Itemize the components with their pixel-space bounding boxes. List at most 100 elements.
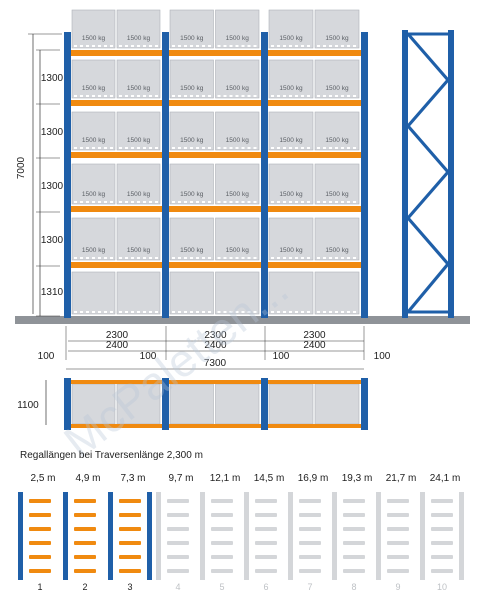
- legend-beam: [255, 527, 277, 531]
- load-label: 1500 kg: [82, 191, 106, 198]
- legend-beam: [299, 499, 321, 503]
- pallet-slat: [155, 95, 158, 97]
- load-label: 1500 kg: [180, 35, 204, 42]
- legend-beam: [167, 499, 189, 503]
- pallet-slat: [223, 311, 227, 313]
- top-view-beam: [267, 424, 361, 428]
- side-frame-brace: [406, 78, 450, 128]
- pallet-slat: [172, 257, 175, 259]
- legend-beam: [29, 513, 51, 517]
- pallet-slat: [190, 311, 193, 313]
- pallet-slat: [184, 147, 187, 149]
- pallet-slat: [229, 257, 233, 259]
- pallet-slat: [202, 147, 205, 149]
- pallet-slat: [125, 311, 128, 313]
- pallet-slat: [208, 311, 211, 313]
- pallet-slat: [131, 201, 134, 203]
- side-frame-brace: [406, 216, 450, 266]
- load-label: 1500 kg: [180, 137, 204, 144]
- pallet-slat: [86, 257, 89, 259]
- legend-number: 10: [437, 582, 447, 592]
- bay-length-label: 2400: [204, 340, 227, 351]
- pallet-box: [268, 9, 314, 49]
- legend-beam: [255, 541, 277, 545]
- pallet-slat: [125, 45, 128, 47]
- pallet-slat: [307, 311, 310, 313]
- pallet-slat: [241, 201, 245, 203]
- pallet-slat: [172, 147, 175, 149]
- top-view-beam: [168, 380, 261, 384]
- beam-length-label: 2300: [303, 330, 326, 341]
- load-label: 1500 kg: [82, 35, 106, 42]
- legend-number: 4: [175, 582, 180, 592]
- pallet-box: [268, 217, 314, 261]
- pallet-slat: [137, 45, 140, 47]
- pallet-slat: [301, 147, 304, 149]
- beam: [70, 50, 162, 56]
- bay-length-label: 2400: [303, 340, 326, 351]
- pallet-slat: [217, 45, 221, 47]
- pallet-slat: [80, 45, 83, 47]
- pallet-slat: [353, 95, 356, 97]
- legend-beam: [431, 527, 453, 531]
- pallet-slat: [301, 201, 304, 203]
- legend-number: 6: [263, 582, 268, 592]
- pallet-slat: [217, 95, 221, 97]
- legend-beam: [167, 527, 189, 531]
- pallet-slat: [329, 95, 332, 97]
- top-view-pallet: [314, 383, 360, 425]
- pallet-slat: [217, 311, 221, 313]
- pallet-slat: [149, 201, 152, 203]
- pallet-slat: [241, 95, 245, 97]
- legend-post: [18, 492, 23, 580]
- pallet-slat: [178, 201, 181, 203]
- pallet-slat: [289, 45, 292, 47]
- pallet-slat: [143, 95, 146, 97]
- upright: [64, 32, 71, 318]
- pallet-slat: [149, 45, 152, 47]
- pallet-slat: [131, 45, 134, 47]
- pallet-slat: [155, 45, 158, 47]
- pallet-slat: [110, 257, 113, 259]
- pallet-slat: [295, 147, 298, 149]
- pallet-slat: [247, 45, 251, 47]
- pallet-box: [71, 271, 116, 315]
- pallet-slat: [289, 201, 292, 203]
- pallet-slat: [86, 147, 89, 149]
- pallet-slat: [277, 45, 280, 47]
- pallet-slat: [74, 257, 77, 259]
- pallet-slat: [253, 201, 257, 203]
- legend-beam: [29, 569, 51, 573]
- load-label: 1500 kg: [82, 85, 106, 92]
- floor: [15, 316, 470, 324]
- pallet-slat: [217, 147, 221, 149]
- pallet-slat: [307, 147, 310, 149]
- pallet-box: [169, 59, 214, 99]
- beam: [168, 152, 261, 158]
- legend-beam: [29, 555, 51, 559]
- pallet-slat: [131, 257, 134, 259]
- legend-number: 2: [82, 582, 87, 592]
- pallet-slat: [283, 147, 286, 149]
- pallet-slat: [353, 311, 356, 313]
- pallet-slat: [223, 147, 227, 149]
- pallet-slat: [289, 147, 292, 149]
- pallet-slat: [184, 201, 187, 203]
- pallet-box: [268, 59, 314, 99]
- pallet-slat: [202, 95, 205, 97]
- pallet-box: [169, 217, 214, 261]
- pallet-slat: [271, 45, 274, 47]
- pallet-slat: [178, 147, 181, 149]
- legend-beam: [431, 555, 453, 559]
- top-view-upright: [162, 378, 169, 430]
- legend-post: [244, 492, 249, 580]
- pallet-slat: [317, 201, 320, 203]
- legend-number: 5: [219, 582, 224, 592]
- load-label: 1500 kg: [325, 191, 349, 198]
- legend-beam: [74, 555, 96, 559]
- pallet-slat: [317, 257, 320, 259]
- beam-length-label: 2300: [106, 330, 129, 341]
- legend-beam: [74, 513, 96, 517]
- pallet-slat: [253, 45, 257, 47]
- pallet-slat: [98, 201, 101, 203]
